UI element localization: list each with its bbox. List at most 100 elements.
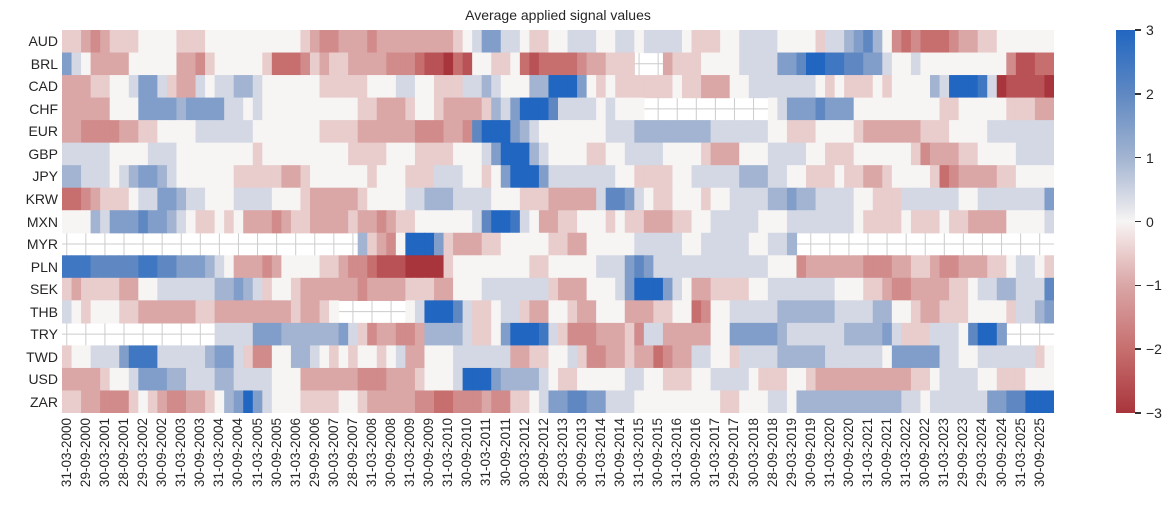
heatmap-cell bbox=[367, 30, 378, 54]
heatmap-cell bbox=[434, 142, 445, 166]
heatmap-cell bbox=[434, 322, 445, 347]
heatmap-cell bbox=[558, 322, 569, 347]
heatmap-cell bbox=[319, 277, 330, 301]
heatmap-cell bbox=[548, 97, 559, 121]
heatmap-cell bbox=[329, 30, 340, 54]
heatmap-cell bbox=[405, 30, 416, 54]
heatmap-cell bbox=[701, 232, 712, 256]
heatmap-cell bbox=[157, 300, 168, 324]
heatmap-cell bbox=[806, 367, 817, 392]
heatmap-cell bbox=[262, 120, 273, 144]
heatmap-cell bbox=[195, 30, 206, 54]
heatmap-cell bbox=[558, 277, 569, 301]
heatmap-cell bbox=[1044, 210, 1054, 234]
heatmap-cell bbox=[128, 97, 139, 121]
heatmap-cell bbox=[682, 187, 693, 211]
heatmap-cell bbox=[987, 75, 998, 99]
heatmap-cell bbox=[453, 322, 464, 347]
heatmap-cell bbox=[958, 187, 969, 211]
colorbar-tick-label: 3 bbox=[1146, 22, 1154, 38]
heatmap-cell bbox=[290, 97, 302, 121]
heatmap-cell bbox=[624, 255, 635, 279]
heatmap-cell bbox=[81, 142, 92, 166]
heatmap-cell bbox=[414, 322, 426, 347]
heatmap-cell bbox=[395, 255, 406, 279]
heatmap-cell bbox=[844, 52, 855, 76]
heatmap-cell bbox=[901, 255, 912, 279]
heatmap-cell bbox=[682, 255, 693, 279]
colorbar-tick-mark bbox=[1135, 156, 1141, 159]
heatmap-cell bbox=[720, 300, 731, 324]
y-tick-label: AUD bbox=[28, 33, 58, 50]
heatmap-cell bbox=[577, 390, 588, 413]
heatmap-cell bbox=[462, 277, 473, 301]
heatmap-cell bbox=[538, 120, 550, 144]
heatmap-cell bbox=[624, 210, 635, 234]
heatmap-cell bbox=[939, 52, 950, 76]
heatmap-cell bbox=[577, 367, 588, 392]
heatmap-cell bbox=[157, 165, 168, 189]
heatmap-cell bbox=[567, 75, 578, 99]
heatmap-cell bbox=[748, 165, 759, 189]
heatmap-cell bbox=[271, 277, 282, 301]
x-tick-label: 29-09-2017 bbox=[726, 418, 742, 488]
heatmap-cell bbox=[462, 300, 473, 324]
heatmap-cell bbox=[920, 390, 931, 413]
heatmap-cell bbox=[958, 120, 969, 144]
heatmap-cell bbox=[195, 390, 206, 413]
heatmap-cell bbox=[62, 255, 73, 279]
heatmap-cell bbox=[958, 142, 969, 166]
heatmap-cell bbox=[357, 187, 368, 211]
heatmap-cell bbox=[863, 322, 874, 347]
heatmap-cell bbox=[958, 322, 969, 347]
heatmap-cell bbox=[920, 345, 931, 369]
heatmap-cell bbox=[558, 97, 569, 121]
heatmap-cell bbox=[453, 255, 464, 279]
heatmap-cell bbox=[710, 142, 721, 166]
heatmap-cell bbox=[138, 75, 149, 99]
heatmap-cell bbox=[329, 390, 340, 413]
heatmap-cell bbox=[205, 120, 216, 144]
heatmap-cell bbox=[443, 97, 454, 121]
heatmap-cell bbox=[300, 120, 311, 144]
heatmap-cell bbox=[653, 277, 664, 301]
heatmap-cell bbox=[1025, 390, 1036, 413]
heatmap-cell bbox=[186, 367, 197, 392]
heatmap-cell bbox=[615, 390, 626, 413]
heatmap-cell bbox=[472, 30, 483, 54]
heatmap-cell bbox=[701, 300, 712, 324]
heatmap-cell bbox=[510, 390, 521, 413]
heatmap-cell bbox=[519, 322, 530, 347]
heatmap-cell bbox=[424, 367, 435, 392]
heatmap-cell bbox=[395, 277, 406, 301]
heatmap-cell bbox=[329, 300, 340, 324]
heatmap-cell bbox=[405, 52, 416, 76]
heatmap-cell bbox=[1025, 345, 1036, 369]
heatmap-cell bbox=[376, 345, 387, 369]
heatmap-cell bbox=[214, 30, 225, 54]
heatmap-cell bbox=[271, 30, 282, 54]
heatmap-cell bbox=[434, 30, 445, 54]
heatmap-cell bbox=[453, 367, 464, 392]
heatmap-cell bbox=[62, 210, 73, 234]
heatmap-cell bbox=[729, 232, 740, 256]
heatmap-cell bbox=[920, 120, 931, 144]
heatmap-cell bbox=[405, 255, 416, 279]
heatmap-cell bbox=[472, 120, 483, 144]
heatmap-cell bbox=[910, 165, 922, 189]
heatmap-cell bbox=[777, 300, 788, 324]
heatmap-cell bbox=[252, 120, 263, 144]
heatmap-cell bbox=[920, 30, 931, 54]
heatmap-cell bbox=[643, 187, 654, 211]
heatmap-cell bbox=[262, 210, 273, 234]
heatmap-cell bbox=[710, 232, 721, 256]
heatmap-cell bbox=[815, 322, 826, 347]
heatmap-cell bbox=[262, 52, 273, 76]
heatmap-cell bbox=[834, 52, 845, 76]
heatmap-cell bbox=[739, 75, 750, 99]
heatmap-cell bbox=[186, 142, 197, 166]
heatmap-cell bbox=[977, 210, 988, 234]
heatmap-cell bbox=[233, 187, 244, 211]
heatmap-cell bbox=[872, 142, 883, 166]
heatmap-cell bbox=[653, 232, 664, 256]
